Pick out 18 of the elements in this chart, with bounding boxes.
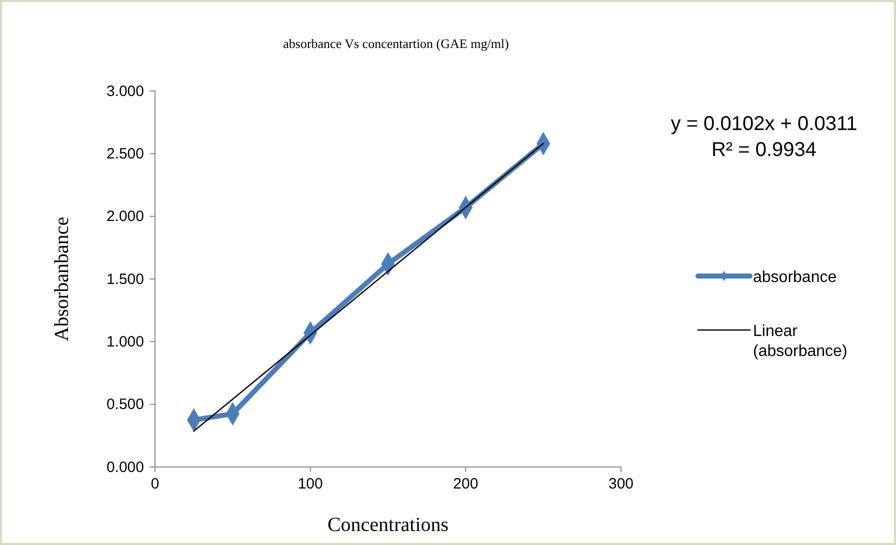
text: R² = 0.9934 bbox=[711, 139, 817, 161]
text: y = 0.0102x + 0.0311 bbox=[670, 113, 858, 135]
y-axis-title: Absorbanbance bbox=[51, 216, 73, 342]
y-tick-label: 0.000 bbox=[106, 458, 144, 476]
y-tick-label: 1.500 bbox=[106, 270, 144, 288]
x-tick-label: 300 bbox=[608, 476, 634, 493]
legend-label: absorbance bbox=[753, 269, 837, 286]
y-tick-label: 0.500 bbox=[106, 396, 144, 414]
x-axis-title: Concentrations bbox=[327, 514, 449, 536]
x-tick-label: 100 bbox=[298, 476, 323, 493]
y-tick-label: 1.000 bbox=[106, 333, 144, 350]
legend-label: Linear (absorbance) bbox=[753, 323, 848, 360]
y-tick-label: 2.000 bbox=[106, 208, 144, 226]
x-tick-label: 0 bbox=[150, 476, 160, 493]
chart-title: absorbance Vs concentartion (GAE mg/ml) bbox=[283, 36, 509, 51]
y-tick-label: 3.000 bbox=[106, 82, 144, 100]
y-tick-label: 2.500 bbox=[106, 145, 144, 162]
x-tick-label: 200 bbox=[453, 476, 478, 493]
